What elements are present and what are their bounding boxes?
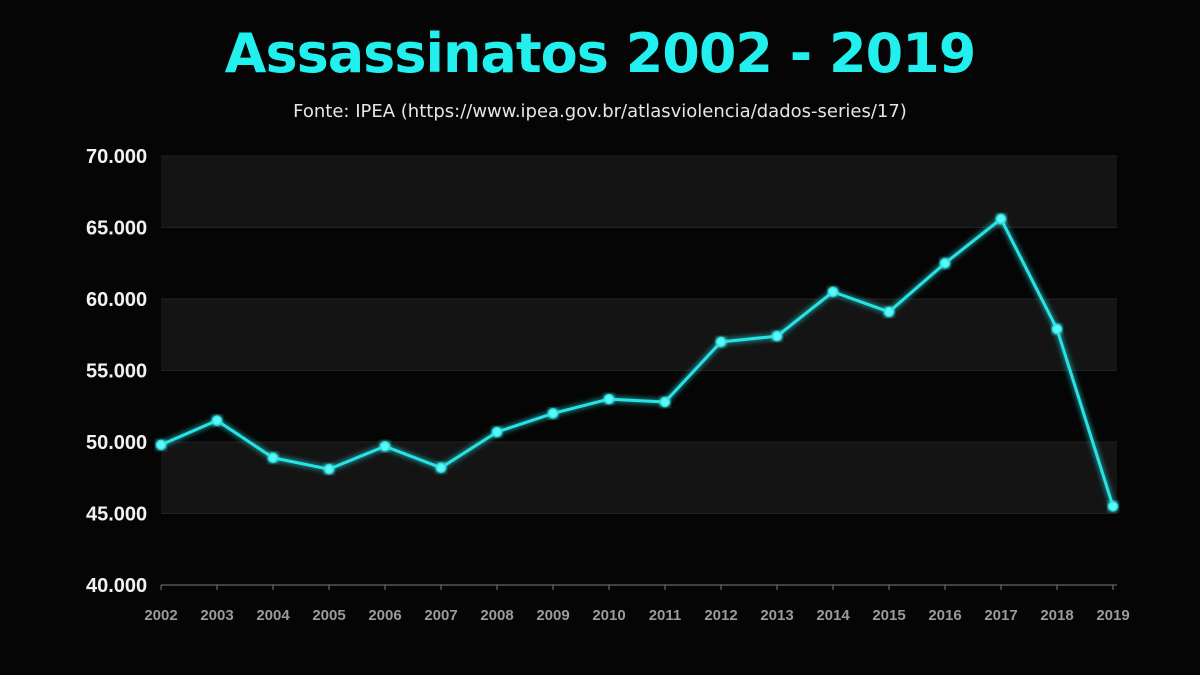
data-point: [603, 393, 615, 405]
x-tick-label: 2008: [480, 607, 513, 624]
x-tick-label: 2005: [312, 607, 345, 624]
x-tick-label: 2011: [649, 607, 682, 624]
y-axis: 40.000 45.000 50.000 55.000 60.000 65.000 70.0…: [86, 146, 147, 597]
y-tick-label: 70.000: [86, 146, 147, 168]
y-tick-label: 60.000: [86, 289, 147, 311]
data-point: [211, 415, 223, 426]
y-tick-label: 55.000: [86, 361, 147, 383]
data-point: [491, 426, 503, 438]
x-tick-labels: 2002 2003 2004 2005 2006 2007 2008 2009 2010 2011…: [144, 607, 1129, 624]
chart-title: Assassinatos 2002 - 2019: [224, 22, 977, 85]
series-line: [160, 217, 1115, 507]
grid-band: [161, 442, 1117, 514]
x-tick-label: 2018: [1040, 607, 1073, 624]
data-point: [883, 306, 895, 318]
data-point: [1107, 501, 1119, 512]
x-tick-label: 2013: [760, 607, 793, 624]
data-point: [827, 286, 839, 298]
x-tick-label: 2017: [984, 607, 1017, 624]
series-assassinatos: [155, 213, 1119, 512]
y-tick-label: 45.000: [86, 504, 147, 526]
data-point: [547, 408, 559, 419]
x-tick-label: 2014: [816, 607, 850, 624]
grid-band: [161, 156, 1117, 228]
data-point: [715, 336, 727, 348]
data-point: [323, 463, 335, 475]
y-tick-label: 50.000: [86, 432, 147, 454]
x-tick-label: 2007: [424, 607, 457, 624]
x-tick-label: 2010: [592, 607, 625, 624]
x-tick-label: 2003: [200, 607, 233, 624]
x-tick-label: 2019: [1096, 607, 1129, 624]
grid-band: [161, 299, 1117, 371]
x-tick-label: 2016: [928, 607, 961, 624]
y-tick-label: 40.000: [86, 575, 147, 597]
y-tick-label: 65.000: [86, 218, 147, 240]
x-tick-label: 2015: [872, 607, 905, 624]
x-axis: [160, 584, 1117, 590]
plot-bands: [161, 156, 1117, 514]
x-tick-label: 2004: [256, 607, 290, 624]
x-tick-label: 2009: [536, 607, 569, 624]
x-tick-label: 2006: [368, 607, 401, 624]
data-point: [379, 441, 391, 452]
data-point: [1051, 323, 1063, 335]
data-point: [771, 330, 783, 342]
data-point: [435, 462, 447, 473]
x-tick-label: 2002: [144, 607, 177, 624]
x-tick-label: 2012: [704, 607, 737, 624]
data-point: [939, 258, 951, 269]
gridlines: [161, 155, 1117, 514]
data-point: [155, 439, 167, 451]
data-point: [267, 452, 279, 463]
chart-subtitle: Fonte: IPEA (https://www.ipea.gov.br/atl…: [293, 101, 907, 122]
data-point: [659, 396, 671, 408]
data-point: [995, 213, 1007, 225]
